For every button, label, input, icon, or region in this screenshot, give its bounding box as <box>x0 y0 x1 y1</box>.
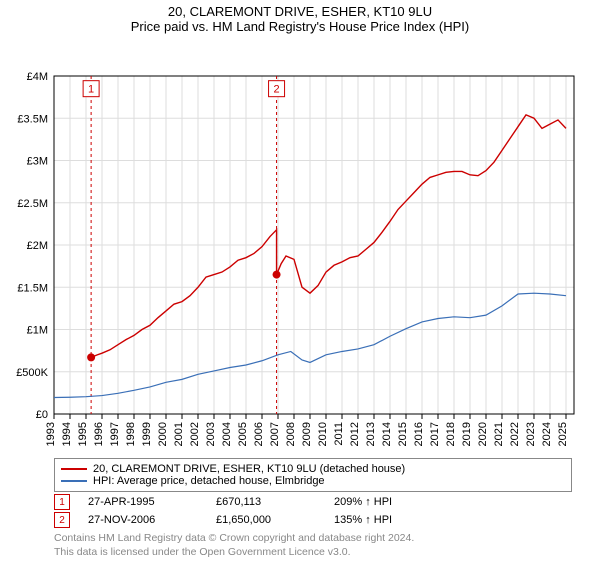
legend-item: HPI: Average price, detached house, Elmb… <box>61 475 565 487</box>
svg-text:2025: 2025 <box>557 422 569 446</box>
legend-label: HPI: Average price, detached house, Elmb… <box>93 475 325 487</box>
svg-text:2017: 2017 <box>429 422 441 446</box>
svg-text:1998: 1998 <box>125 422 137 446</box>
svg-text:2006: 2006 <box>253 422 265 446</box>
sale-row: 2 27-NOV-2006 £1,650,000 135% ↑ HPI <box>54 512 572 528</box>
legend-swatch <box>61 480 87 482</box>
svg-text:1997: 1997 <box>109 422 121 446</box>
legend: 20, CLAREMONT DRIVE, ESHER, KT10 9LU (de… <box>54 458 572 492</box>
svg-text:2024: 2024 <box>541 422 553 446</box>
svg-text:£1.5M: £1.5M <box>17 282 48 294</box>
sale-hpi-pct: 209% ↑ HPI <box>334 496 392 508</box>
svg-text:2002: 2002 <box>189 422 201 446</box>
legend-swatch <box>61 468 87 470</box>
sale-badge: 1 <box>54 494 70 510</box>
svg-text:2018: 2018 <box>445 422 457 446</box>
svg-text:£2.5M: £2.5M <box>17 198 48 210</box>
svg-text:2013: 2013 <box>365 422 377 446</box>
svg-text:1999: 1999 <box>141 422 153 446</box>
sale-date: 27-APR-1995 <box>88 496 198 508</box>
page-title: 20, CLAREMONT DRIVE, ESHER, KT10 9LU <box>0 4 600 19</box>
svg-text:2016: 2016 <box>413 422 425 446</box>
legend-item: 20, CLAREMONT DRIVE, ESHER, KT10 9LU (de… <box>61 463 565 475</box>
price-chart: £0 £500K £1M £1.5M £2M £2.5M £3M £3.5M £4M 1993 19… <box>0 36 600 454</box>
license-line: This data is licensed under the Open Gov… <box>54 546 572 560</box>
svg-text:2: 2 <box>273 84 279 96</box>
license-text: Contains HM Land Registry data © Crown c… <box>54 532 572 559</box>
svg-text:£2M: £2M <box>27 240 48 252</box>
svg-text:2012: 2012 <box>349 422 361 446</box>
svg-text:2022: 2022 <box>509 422 521 446</box>
sale-date: 27-NOV-2006 <box>88 514 198 526</box>
svg-text:1993: 1993 <box>45 422 57 446</box>
svg-text:£3.5M: £3.5M <box>17 113 48 125</box>
license-line: Contains HM Land Registry data © Crown c… <box>54 532 572 546</box>
svg-text:2019: 2019 <box>461 422 473 446</box>
sales-table: 1 27-APR-1995 £670,113 209% ↑ HPI 2 27-N… <box>54 494 572 528</box>
svg-text:2003: 2003 <box>205 422 217 446</box>
svg-text:2007: 2007 <box>269 422 281 446</box>
svg-text:2005: 2005 <box>237 422 249 446</box>
svg-text:2000: 2000 <box>157 422 169 446</box>
svg-text:1995: 1995 <box>77 422 89 446</box>
svg-text:1994: 1994 <box>61 422 73 446</box>
svg-text:2023: 2023 <box>525 422 537 446</box>
svg-text:1996: 1996 <box>93 422 105 446</box>
svg-text:2009: 2009 <box>301 422 313 446</box>
svg-text:£1M: £1M <box>27 325 48 337</box>
page-subtitle: Price paid vs. HM Land Registry's House … <box>0 19 600 34</box>
svg-text:£0: £0 <box>36 409 48 421</box>
sale-price: £1,650,000 <box>216 514 316 526</box>
svg-text:£3M: £3M <box>27 156 48 168</box>
svg-text:2008: 2008 <box>285 422 297 446</box>
sale-badge: 2 <box>54 512 70 528</box>
svg-text:2010: 2010 <box>317 422 329 446</box>
svg-text:2015: 2015 <box>397 422 409 446</box>
svg-text:2011: 2011 <box>333 422 345 446</box>
svg-text:2001: 2001 <box>173 422 185 446</box>
svg-text:2004: 2004 <box>221 422 233 446</box>
svg-text:2021: 2021 <box>493 422 505 446</box>
sale-row: 1 27-APR-1995 £670,113 209% ↑ HPI <box>54 494 572 510</box>
svg-text:£500K: £500K <box>16 367 48 379</box>
sale-price: £670,113 <box>216 496 316 508</box>
svg-text:£4M: £4M <box>27 71 48 83</box>
svg-text:2014: 2014 <box>381 422 393 446</box>
legend-label: 20, CLAREMONT DRIVE, ESHER, KT10 9LU (de… <box>93 463 405 475</box>
svg-text:2020: 2020 <box>477 422 489 446</box>
sale-hpi-pct: 135% ↑ HPI <box>334 514 392 526</box>
svg-text:1: 1 <box>88 84 94 96</box>
